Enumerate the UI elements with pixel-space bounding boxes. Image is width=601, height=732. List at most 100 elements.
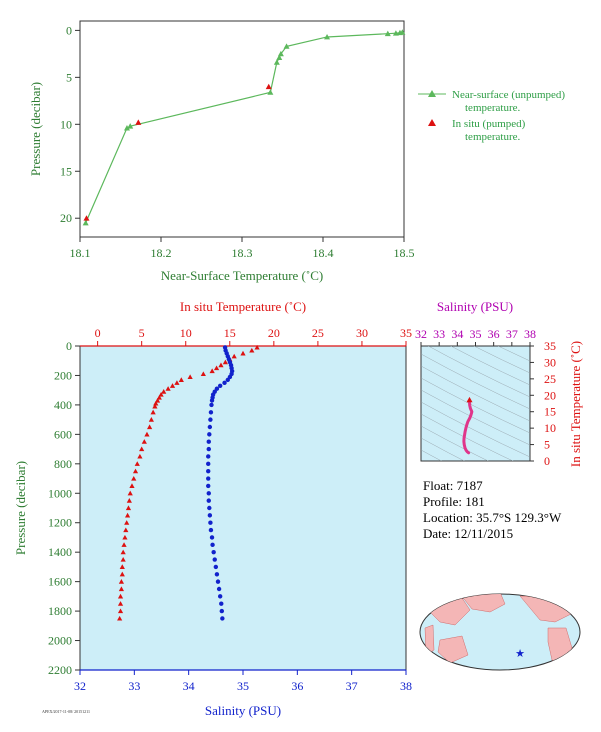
- salinity-point: [209, 402, 214, 408]
- temperature-point: [119, 571, 125, 577]
- legend-marker-unpumped: [428, 90, 436, 97]
- salinity-tick-label: 35: [237, 679, 249, 693]
- salinity-point: [213, 564, 219, 570]
- profile-plot-frame: [79, 345, 407, 671]
- temperature-point: [209, 368, 215, 374]
- profile-chart: 0 5 10 15 20 25 30 35 32 33 34 35 36 37 38 0 200 400 600…: [13, 299, 412, 718]
- density-contour: [421, 306, 530, 361]
- pressure-tick-label: 1800: [48, 604, 72, 618]
- ts-ytick-label: 10: [544, 421, 556, 435]
- salinity-point: [225, 377, 230, 383]
- near-surface-xtick-label: 18.1: [70, 246, 91, 260]
- temperature-point: [120, 549, 126, 555]
- ts-ytick-label: 20: [544, 388, 556, 402]
- float-info-panel: Float: 7187 Profile: 181 Location: 35.7°…: [423, 478, 561, 542]
- temperature-point: [141, 439, 147, 444]
- near-surface-point: [276, 54, 283, 61]
- near-surface-xtick-label: 18.2: [151, 246, 172, 260]
- ts-xtick-label: 33: [433, 327, 445, 341]
- near-surface-point: [267, 89, 274, 95]
- temperature-point: [178, 377, 184, 382]
- salinity-point: [217, 594, 223, 599]
- pressure-tick-label: 2200: [48, 663, 72, 677]
- density-contour: [421, 426, 530, 481]
- pressure-tick-label: 1400: [48, 545, 72, 559]
- salinity-point: [211, 549, 216, 555]
- temperature-point: [121, 542, 127, 547]
- map-land-africa: [424, 624, 435, 656]
- date: Date: 12/11/2015: [423, 526, 514, 541]
- pressure-tick-label: 0: [66, 339, 72, 353]
- temperature-point: [165, 386, 171, 391]
- near-surface-point: [283, 43, 290, 49]
- salinity-point: [207, 513, 213, 518]
- salinity-point: [216, 586, 222, 592]
- near-surface-point: [384, 30, 391, 37]
- temperature-point: [117, 615, 123, 621]
- ts-xtick-label: 38: [524, 327, 536, 341]
- density-contour: [421, 390, 530, 445]
- temperature-point: [122, 534, 128, 540]
- salinity-tick-label: 38: [400, 679, 412, 693]
- salinity-tick-label: 32: [74, 679, 86, 693]
- temperature-tick-label: 20: [268, 326, 280, 340]
- near-surface-point: [399, 29, 406, 35]
- legend-label-unpumped-2: temperature.: [465, 102, 521, 114]
- in-situ-point: [265, 83, 272, 90]
- temperature-point: [118, 586, 125, 592]
- profile-ylabel: Pressure (decibar): [13, 461, 28, 555]
- pressure-tick-label: 1000: [48, 486, 72, 500]
- salinity-tick-label: 36: [291, 679, 303, 693]
- ts-temperature-title: In situ Temperature (˚C): [568, 341, 583, 467]
- density-contour: [421, 330, 530, 385]
- temperature-point: [139, 446, 145, 452]
- temperature-point: [174, 380, 180, 385]
- temperature-tick-label: 15: [224, 326, 236, 340]
- world-map: ★: [419, 593, 581, 671]
- salinity-point: [208, 520, 213, 525]
- salinity-point: [206, 491, 211, 496]
- temperature-axis-title: In situ Temperature (˚C): [180, 299, 306, 314]
- density-contour: [421, 366, 530, 421]
- temperature-point: [132, 468, 139, 474]
- salinity-tick-label: 33: [128, 679, 140, 693]
- near-surface-legend: Near-surface (unpumped) temperature. In …: [418, 89, 565, 143]
- temperature-point: [117, 593, 124, 599]
- ts-diagram: 32 33 34 35 36 37 38 0 5 10 15 20 25 30 35 Salinity (…: [415, 299, 583, 481]
- salinity-point: [215, 579, 221, 584]
- near-surface-xtick-label: 18.4: [313, 246, 334, 260]
- temperature-tick-label: 10: [180, 326, 192, 340]
- temperature-point: [249, 347, 255, 353]
- location: Location: 35.7°S 129.3°W: [423, 510, 562, 525]
- salinity-point: [206, 476, 211, 481]
- ts-curve: [462, 400, 474, 455]
- ts-ytick-label: 5: [544, 438, 550, 452]
- temperature-point: [117, 608, 124, 614]
- near-surface-ytick-label: 20: [60, 211, 72, 225]
- temperature-point: [118, 579, 125, 584]
- temperature-tick-label: 5: [139, 326, 145, 340]
- map-land-australia: [437, 635, 469, 664]
- ts-ytick-label: 0: [544, 454, 550, 468]
- pressure-tick-label: 1200: [48, 516, 72, 530]
- near-surface-plot-frame: [79, 20, 405, 238]
- legend-label-unpumped-1: Near-surface (unpumped): [452, 89, 565, 101]
- temperature-point: [124, 512, 131, 518]
- near-surface-xtick-label: 18.3: [232, 246, 253, 260]
- ts-xtick-label: 34: [451, 327, 463, 341]
- density-contour: [421, 342, 530, 397]
- pressure-tick-label: 2000: [48, 634, 72, 648]
- temperature-point: [131, 475, 137, 481]
- temperature-point: [120, 556, 126, 562]
- temperature-point: [254, 344, 260, 350]
- density-contour: [421, 318, 530, 373]
- ts-salinity-title: Salinity (PSU): [437, 299, 513, 314]
- near-surface-point: [127, 123, 134, 129]
- in-situ-point: [135, 119, 142, 125]
- temperature-tick-label: 30: [356, 326, 368, 340]
- footer-tag: APEX/2017-11-08/ 20151211: [42, 709, 90, 714]
- pressure-tick-label: 400: [54, 398, 72, 412]
- temperature-point: [117, 601, 124, 606]
- temperature-point: [161, 389, 167, 394]
